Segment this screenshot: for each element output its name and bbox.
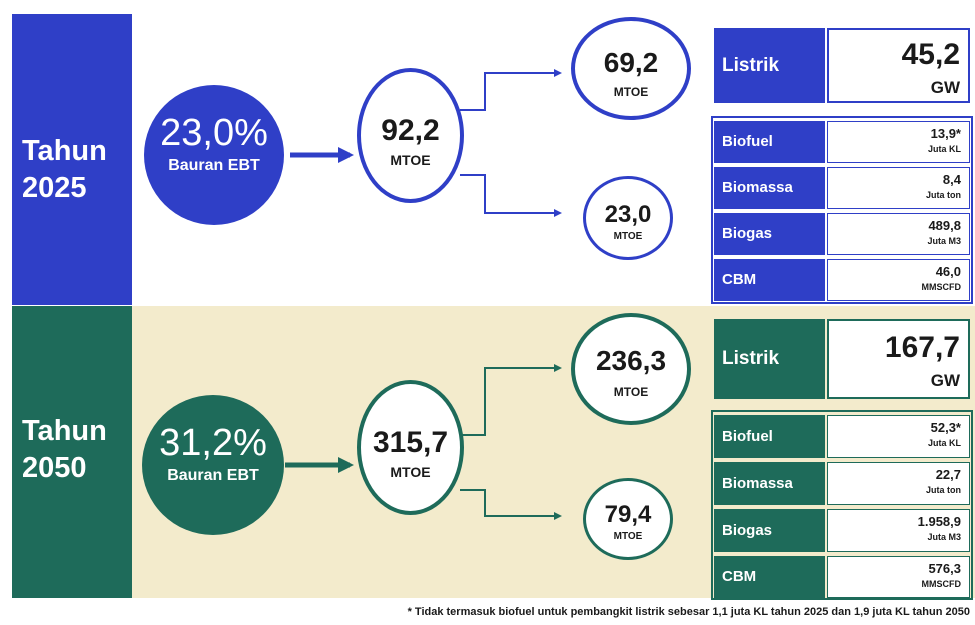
nonlistrik-circle-2050: 79,4 MTOE xyxy=(583,478,673,560)
item-value-2025-cbm: 46,0 xyxy=(935,264,961,279)
nonlistrik-mtoe-unit-2025: MTOE xyxy=(613,231,643,242)
total-circle-2050: 315,7 MTOE xyxy=(357,380,464,515)
listrik-value-2050: 167,7 xyxy=(884,331,960,364)
items-border-2025 xyxy=(711,116,973,304)
item-value-2025-biomassa: 8,4 xyxy=(942,172,961,187)
listrik-circle-2050: 236,3 MTOE xyxy=(571,313,691,425)
item-unit-2025-biomassa: Juta ton xyxy=(926,190,961,200)
item-label-2050-biomassa: Biomassa xyxy=(714,462,825,505)
listrik-unit-2025: GW xyxy=(930,78,960,97)
total-unit-2050: MTOE xyxy=(390,464,431,480)
listrik-mtoe-value-2050: 236,3 xyxy=(595,345,667,376)
listrik-label-2050: Listrik xyxy=(714,319,825,399)
item-value-box-2025-biofuel: 13,9* Juta KL xyxy=(827,121,970,163)
item-value-box-2025-cbm: 46,0 MMSCFD xyxy=(827,259,970,301)
nonlistrik-circle-2025: 23,0 MTOE xyxy=(583,176,673,260)
item-unit-2025-cbm: MMSCFD xyxy=(921,282,962,292)
item-value-2025-biogas: 489,8 xyxy=(928,218,961,233)
listrik-value-2025: 45,2 xyxy=(901,38,960,71)
arrow-total-to-top-2025 xyxy=(460,69,562,111)
item-label-2025-biogas: Biogas xyxy=(714,213,825,255)
item-unit-2050-biogas: Juta M3 xyxy=(927,532,961,542)
year-band-2025: Tahun 2025 xyxy=(12,14,132,305)
listrik-circle-2025: 69,2 MTOE xyxy=(571,17,691,120)
item-unit-2050-cbm: MMSCFD xyxy=(921,579,962,589)
ebt-percent-2025: 23,0% xyxy=(160,112,268,154)
year-label-2025-year: 2025 xyxy=(22,172,87,204)
item-unit-2025-biofuel: Juta KL xyxy=(927,144,961,154)
ebt-label-2050: Bauran EBT xyxy=(167,467,259,484)
ebt-label-2025: Bauran EBT xyxy=(168,157,260,174)
total-value-2050: 315,7 xyxy=(372,426,449,459)
listrik-mtoe-unit-2025: MTOE xyxy=(613,85,649,99)
item-value-box-2050-cbm: 576,3 MMSCFD xyxy=(827,556,970,598)
arrow-total-to-bottom-2025 xyxy=(460,174,562,217)
item-label-2025-biofuel: Biofuel xyxy=(714,121,825,163)
item-value-box-2050-biogas: 1.958,9 Juta M3 xyxy=(827,509,970,552)
item-value-box-2025-biomassa: 8,4 Juta ton xyxy=(827,167,970,209)
item-unit-2025-biogas: Juta M3 xyxy=(927,236,961,246)
item-value-2050-cbm: 576,3 xyxy=(928,561,961,576)
total-circle-2025: 92,2 MTOE xyxy=(357,68,464,203)
listrik-mtoe-value-2025: 69,2 xyxy=(603,47,659,78)
item-unit-2050-biofuel: Juta KL xyxy=(927,438,961,448)
item-value-2025-biofuel: 13,9* xyxy=(930,126,961,141)
item-label-2050-biofuel: Biofuel xyxy=(714,415,825,458)
year-band-2050: Tahun 2050 xyxy=(12,306,132,598)
item-value-box-2050-biofuel: 52,3* Juta KL xyxy=(827,415,970,458)
item-label-2050-biogas: Biogas xyxy=(714,509,825,552)
year-label-2050-tahun: Tahun xyxy=(22,415,107,447)
nonlistrik-mtoe-value-2050: 79,4 xyxy=(604,501,652,528)
item-label-2025-cbm: CBM xyxy=(714,259,825,301)
listrik-value-box-2025: 45,2 GW xyxy=(827,28,970,103)
year-label-2050-year: 2050 xyxy=(22,452,87,484)
ebt-percent-2050: 31,2% xyxy=(159,422,267,464)
item-value-2050-biofuel: 52,3* xyxy=(930,420,961,435)
ebt-circle-2050: 31,2% Bauran EBT xyxy=(142,395,284,535)
listrik-label-2025: Listrik xyxy=(714,28,825,103)
item-value-2050-biomassa: 22,7 xyxy=(935,467,961,482)
listrik-unit-2050: GW xyxy=(930,371,960,390)
item-value-box-2050-biomassa: 22,7 Juta ton xyxy=(827,462,970,505)
listrik-value-box-2050: 167,7 GW xyxy=(827,319,970,399)
arrow-total-to-bottom-2050 xyxy=(460,489,562,520)
footnote: * Tidak termasuk biofuel untuk pembangki… xyxy=(407,606,970,618)
item-unit-2050-biomassa: Juta ton xyxy=(926,485,961,495)
items-border-2050 xyxy=(711,410,973,600)
listrik-mtoe-unit-2050: MTOE xyxy=(613,385,649,399)
ebt-circle-2025: 23,0% Bauran EBT xyxy=(144,85,284,225)
total-value-2025: 92,2 xyxy=(381,114,440,147)
item-label-2025-biomassa: Biomassa xyxy=(714,167,825,209)
item-label-2050-cbm: CBM xyxy=(714,556,825,598)
item-value-box-2025-biogas: 489,8 Juta M3 xyxy=(827,213,970,255)
item-value-2050-biogas: 1.958,9 xyxy=(917,514,961,529)
nonlistrik-mtoe-value-2025: 23,0 xyxy=(604,201,652,228)
arrow-total-to-top-2050 xyxy=(460,364,562,436)
nonlistrik-mtoe-unit-2050: MTOE xyxy=(613,531,643,542)
year-label-2025-tahun: Tahun xyxy=(22,135,107,167)
total-unit-2025: MTOE xyxy=(390,152,431,168)
